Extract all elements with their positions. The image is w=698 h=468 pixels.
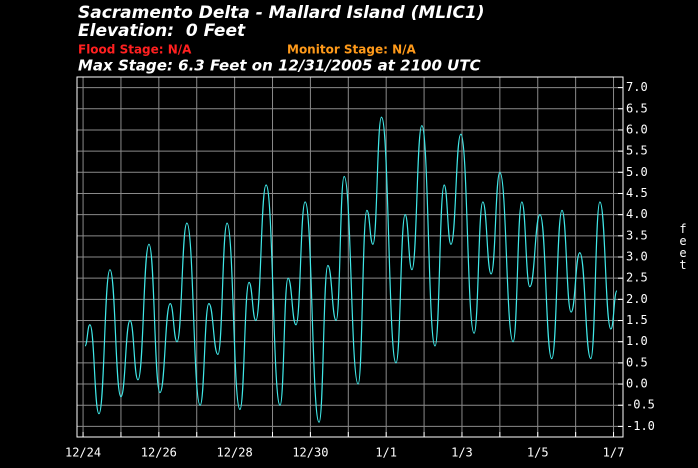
y-tick-label: -0.5 (626, 398, 655, 412)
monitor-stage: Monitor Stage: N/A (287, 43, 417, 57)
chart-title: Sacramento Delta - Mallard Island (MLIC1… (78, 3, 485, 23)
y-tick-label: 3.5 (626, 228, 648, 242)
max-stage: Max Stage: 6.3 Feet on 12/31/2005 at 210… (78, 57, 481, 75)
y-tick-label: 4.5 (626, 186, 648, 200)
y-tick-label: 5.0 (626, 165, 648, 179)
x-tick-label: 12/24 (65, 446, 101, 460)
y-tick-label: 6.5 (626, 101, 648, 115)
y-tick-label: 2.0 (626, 292, 648, 306)
y-tick-label: 0.5 (626, 355, 648, 369)
y-tick-label: 1.0 (626, 334, 648, 348)
x-tick-label: 1/7 (603, 446, 625, 460)
x-tick-label: 12/28 (217, 446, 253, 460)
y-tick-label: 6.0 (626, 122, 648, 136)
x-tick-label: 12/30 (292, 446, 328, 460)
y-tick-label: 7.0 (626, 80, 648, 94)
y-tick-label: 5.5 (626, 144, 648, 158)
x-tick-label: 1/5 (527, 446, 549, 460)
y-tick-label: 4.0 (626, 207, 648, 221)
stage-line (84, 116, 618, 423)
y-tick-label: 1.5 (626, 313, 648, 327)
chart-subtitle: Elevation: 0 Feet (78, 21, 246, 41)
x-tick-label: 1/3 (451, 446, 473, 460)
y-tick-label: 0.0 (626, 377, 648, 391)
plot-frame (76, 76, 624, 438)
y-tick-label: 2.5 (626, 271, 648, 285)
x-tick-label: 1/1 (375, 446, 397, 460)
y-tick-label: 3.0 (626, 250, 648, 264)
y-tick-label: -1.0 (626, 419, 655, 433)
x-tick-label: 12/26 (141, 446, 177, 460)
flood-stage: Flood Stage: N/A (78, 43, 192, 57)
y-axis-label: feet (676, 222, 690, 270)
